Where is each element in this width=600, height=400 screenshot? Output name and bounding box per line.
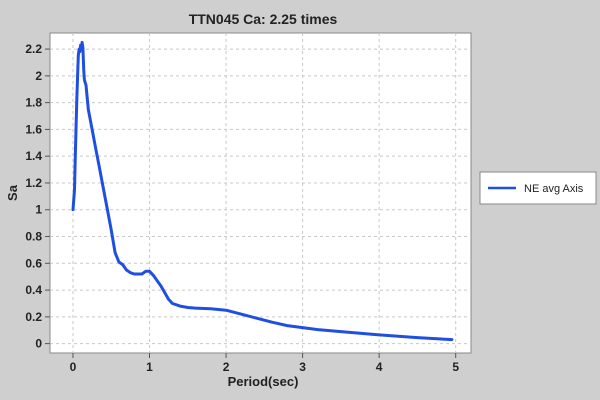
x-tick-label: 4 [376, 360, 383, 374]
y-tick-label: 1.4 [25, 149, 42, 163]
y-axis-ticks: 0 0.2 0.4 0.6 0.8 1 1.2 1.4 1.6 1.8 2 2.2 [25, 42, 50, 351]
y-tick-label: 1 [35, 203, 42, 217]
x-tick-label: 2 [223, 360, 230, 374]
y-tick-label: 0.6 [25, 256, 42, 270]
y-axis-title: Sa [5, 184, 20, 201]
y-tick-label: 2.2 [25, 42, 42, 56]
series-line-ne-avg-axis [71, 40, 454, 342]
x-tick-label: 0 [70, 360, 77, 374]
y-tick-label: 1.8 [25, 96, 42, 110]
x-tick-label: 1 [146, 360, 153, 374]
y-tick-label: 0 [35, 337, 42, 351]
legend-label-ne-avg-axis: NE avg Axis [524, 183, 584, 195]
x-tick-label: 5 [452, 360, 459, 374]
x-axis-ticks: 0 1 2 3 4 5 [70, 353, 459, 374]
grid [50, 33, 471, 353]
x-tick-label: 3 [299, 360, 306, 374]
legend: NE avg Axis [479, 171, 597, 205]
y-tick-label: 0.2 [25, 310, 42, 324]
chart-title: TTN045 Ca: 2.25 times [189, 11, 338, 27]
y-tick-label: 2 [35, 69, 42, 83]
y-tick-label: 1.2 [25, 176, 42, 190]
y-tick-label: 0.4 [25, 283, 42, 297]
y-tick-label: 1.6 [25, 122, 42, 136]
plot-area [49, 32, 472, 354]
x-axis-title: Period(sec) [228, 374, 299, 389]
y-tick-label: 0.8 [25, 230, 42, 244]
